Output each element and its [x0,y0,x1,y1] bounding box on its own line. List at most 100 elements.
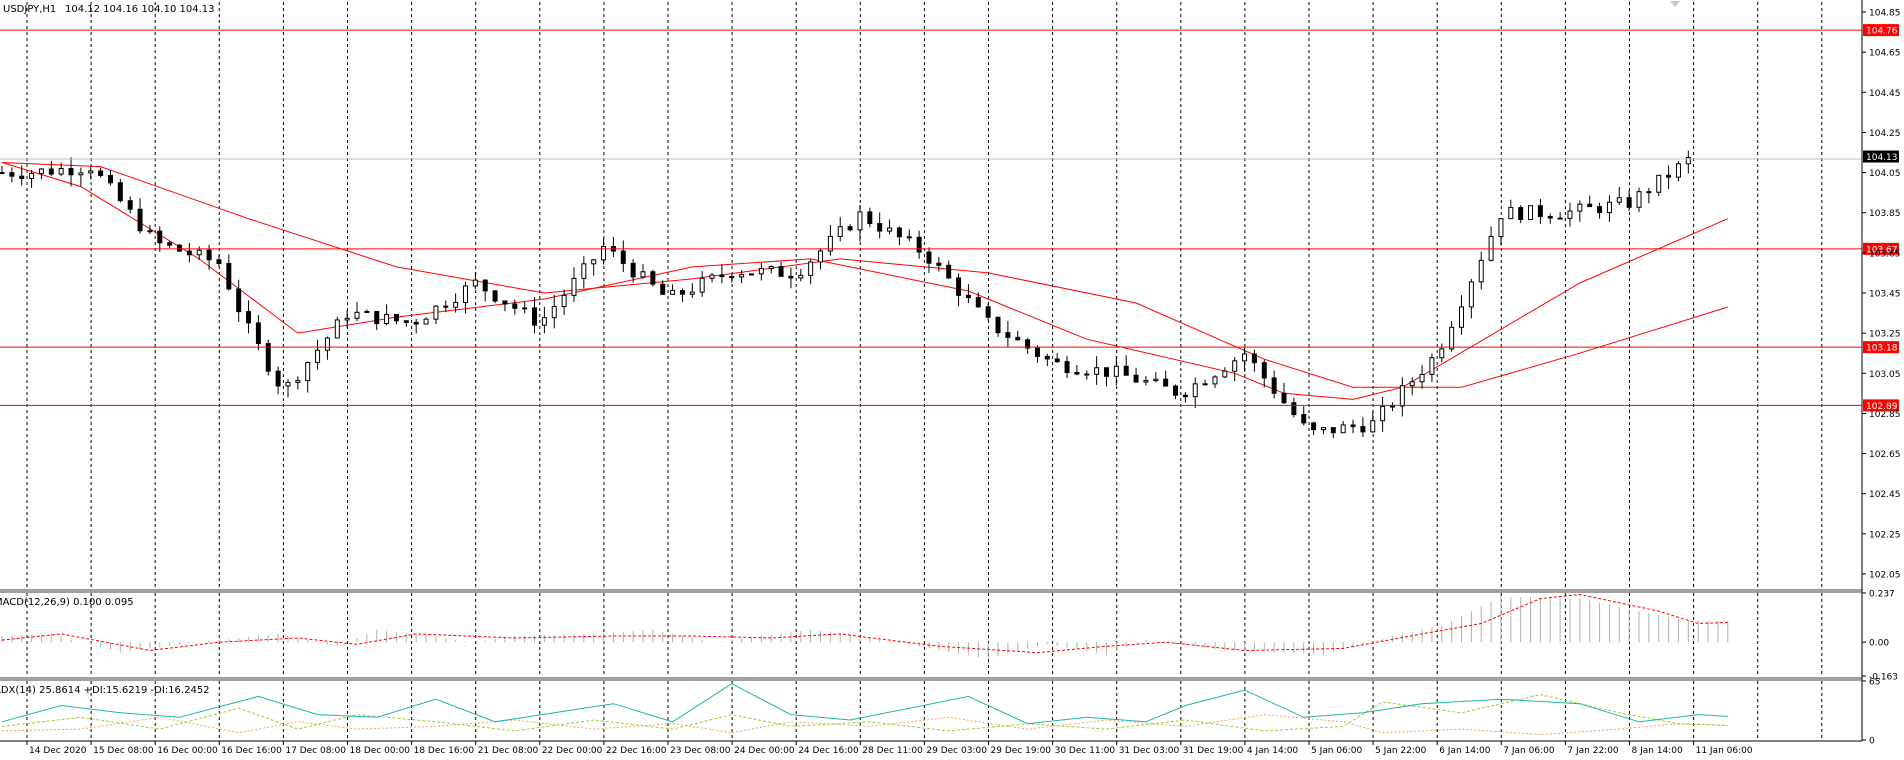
candle [571,267,577,302]
time-tick-label: 17 Dec 08:00 [285,746,346,756]
candle [1015,330,1021,341]
candle [847,224,853,232]
candle [729,274,735,283]
candle [1389,402,1395,412]
candle [748,273,754,276]
macd-histogram [1,596,1729,659]
candle [324,336,330,360]
candle [877,212,883,239]
adx-tick-label: 0 [1869,737,1875,747]
candle [818,248,824,270]
candle [1330,427,1336,439]
chart-ohlc-header: 104.12 104.16 104.10 104.13 [65,4,215,15]
time-tick-label: 7 Jan 22:00 [1567,746,1619,756]
candle [1557,212,1563,220]
candle [285,379,291,398]
candle [1025,337,1031,354]
candles [0,150,1691,439]
candle [808,259,814,285]
candle [315,339,321,370]
time-tick-label: 6 Jan 14:00 [1439,746,1491,756]
price-tick-label: 103.85 [1869,209,1901,219]
candle [1064,355,1070,379]
price-tick-label: 104.05 [1869,169,1901,179]
candle [1567,202,1573,227]
candle [472,272,478,290]
level-price-tag: 103.18 [1866,344,1898,354]
candle [1340,421,1346,434]
candle [433,305,439,325]
time-tick-label: 22 Dec 00:00 [542,746,603,756]
candle [1005,320,1011,348]
time-tick-label: 5 Jan 06:00 [1311,746,1363,756]
candle [867,207,873,228]
candle [167,241,173,248]
candle [1646,187,1652,204]
time-tick-label: 7 Jan 06:00 [1503,746,1555,756]
candle [1153,372,1159,383]
candle [9,167,15,183]
macd-header: MACD(12,26,9) 0.100 0.095 [0,597,134,608]
candle [1675,161,1681,182]
candle [1133,367,1139,383]
horizontal-levels[interactable]: 104.76 103.67 103.18 102.89 104.13 [0,24,1899,412]
candle [1212,375,1218,388]
time-tick-label: 29 Dec 19:00 [991,746,1052,756]
current-price-tag: 104.13 [1866,153,1898,163]
candle [541,306,547,334]
price-tick-label: 103.65 [1869,249,1901,259]
candle [127,196,133,214]
adx-pane[interactable]: ADX(14) 25.8614 +DI:15.6219 -DI:16.2452 [0,681,1823,740]
candle [926,247,932,274]
candle [1449,321,1455,352]
candle [1508,199,1514,220]
time-axis[interactable]: 14 Dec 2020 15 Dec 08:00 16 Dec 00:00 16 De… [0,740,1862,756]
candle [1459,295,1465,335]
candle [1666,165,1672,189]
macd-tick-label: -0.163 [1869,673,1898,683]
price-pane[interactable]: 104.76 103.67 103.18 102.89 104.13 USDJPY,H1… [0,1,1899,588]
candle [1537,198,1543,224]
candle [1291,397,1297,418]
candle [1143,376,1149,386]
chart-shift-marker [1670,1,1680,7]
candle [1084,370,1090,380]
time-tick-label: 24 Dec 16:00 [798,746,859,756]
candle [1034,345,1040,363]
candle [758,262,764,281]
price-tick-label: 103.05 [1869,370,1901,380]
candle [1468,278,1474,319]
candle [246,300,252,334]
candle [1222,367,1228,379]
candle [137,198,143,234]
adx-tick-label: 65 [1869,678,1880,688]
candle [88,165,94,180]
price-tick-label: 104.45 [1869,89,1901,99]
candle [1251,349,1257,372]
candle [1399,377,1405,417]
candle [98,167,104,178]
pane-divider-macd[interactable] [0,589,1862,593]
candle [1380,396,1386,432]
candle [393,313,399,325]
candle [1419,364,1425,389]
candle [1113,356,1119,386]
candle [768,265,774,274]
candle [798,268,804,282]
macd-pane[interactable]: MACD(12,26,9) 0.100 0.095 [0,593,1823,676]
candle [255,315,261,351]
price-axis[interactable]: 104.85 104.65 104.45 104.25 104.05 103.85 103.… [1861,0,1901,747]
candle [1409,377,1415,396]
candle [1350,419,1356,434]
candle [522,301,528,314]
chart-symbol-header: USDJPY,H1 [3,4,56,15]
candle [1577,200,1583,222]
time-tick-label: 30 Dec 11:00 [1055,746,1116,756]
pane-divider-adx[interactable] [0,677,1862,681]
price-tick-label: 102.05 [1869,570,1901,580]
candle [1685,150,1691,174]
time-tick-label: 21 Dec 08:00 [478,746,539,756]
price-tick-label: 102.25 [1869,530,1901,540]
candle [956,273,962,307]
candle [344,309,350,329]
